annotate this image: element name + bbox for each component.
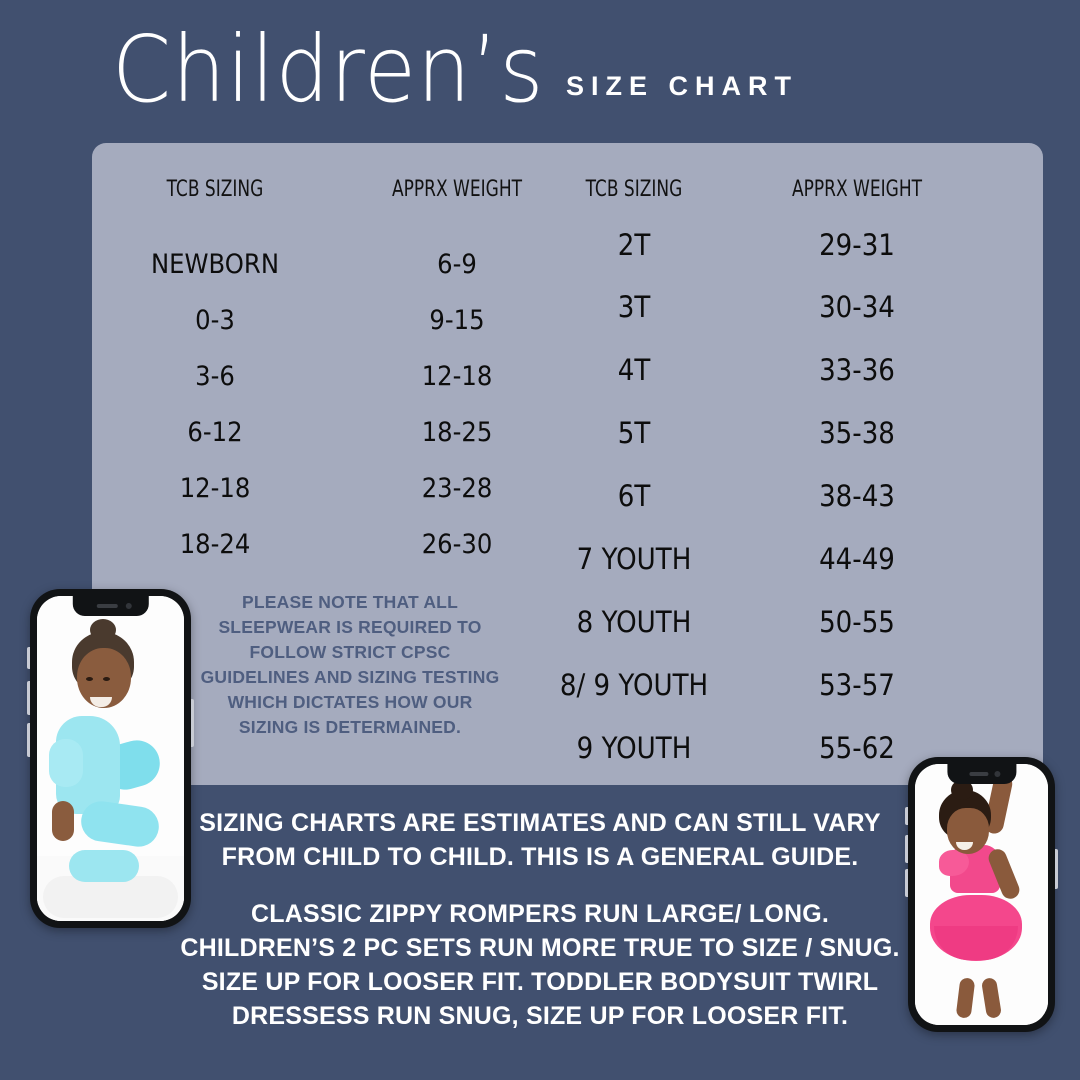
phone-notch xyxy=(946,764,1017,784)
table-row: 18-24 xyxy=(179,529,251,560)
table-row: 18-25 xyxy=(421,417,493,448)
photo-rug xyxy=(42,875,179,918)
page-subtitle: SIZE CHART xyxy=(566,71,798,101)
table-row: 38-43 xyxy=(819,479,895,513)
photo-child-leg-left xyxy=(955,977,975,1019)
phone-volume-down-button xyxy=(27,723,30,757)
phone-screen-left xyxy=(37,596,184,921)
table-row: 26-30 xyxy=(421,529,493,560)
page-title: Children’s xyxy=(112,16,545,123)
photo-dress-skirt-hem xyxy=(933,925,1018,960)
table-row: 35-38 xyxy=(819,416,895,450)
table-row: 8 YOUTH xyxy=(576,605,692,639)
table-row: 9-15 xyxy=(429,305,485,336)
photo-child-eye-right xyxy=(103,677,111,682)
size-chart-panel xyxy=(92,143,1043,785)
table-row: 6-12 xyxy=(187,417,243,448)
photo-child-leg-lower xyxy=(78,798,162,850)
table-row: 53-57 xyxy=(819,668,895,702)
table-row: 33-36 xyxy=(819,353,895,387)
table-row: 8/ 9 YOUTH xyxy=(559,668,709,702)
table-row: 4T xyxy=(617,353,651,387)
phone-mockup-right xyxy=(905,757,1058,1032)
product-photo-pink-dress xyxy=(915,764,1048,1025)
photo-child-arm xyxy=(51,800,74,841)
phone-mute-button xyxy=(27,647,30,669)
table-row: 3-6 xyxy=(195,361,235,392)
photo-child-eye-left xyxy=(85,677,93,682)
table-header-left-sizing: TCB SIZING xyxy=(166,177,264,202)
phone-power-button xyxy=(191,699,194,747)
photo-child-leg-right xyxy=(981,977,1003,1019)
table-row: 6-9 xyxy=(437,249,477,280)
phone-camera-icon xyxy=(994,771,1001,777)
phone-screen-right xyxy=(915,764,1048,1025)
table-row: 5T xyxy=(617,416,651,450)
table-row: 2T xyxy=(617,228,651,262)
table-row: 9 YOUTH xyxy=(576,731,692,765)
product-photo-aqua-pajamas xyxy=(37,596,184,921)
phone-speaker-icon xyxy=(969,772,989,776)
phone-mockup-left xyxy=(27,589,194,928)
photo-child-hair-bun xyxy=(950,779,973,800)
table-header-right-sizing: TCB SIZING xyxy=(585,177,683,202)
phone-volume-down-button xyxy=(905,869,908,897)
phone-power-button xyxy=(1055,849,1058,889)
table-row: 29-31 xyxy=(819,228,895,262)
phone-volume-up-button xyxy=(905,835,908,863)
photo-child-smile xyxy=(956,842,974,851)
table-row: 12-18 xyxy=(179,473,251,504)
phone-volume-up-button xyxy=(27,681,30,715)
disclaimer-general-guide: SIZING CHARTS ARE ESTIMATES AND CAN STIL… xyxy=(199,809,881,871)
table-row: 0-3 xyxy=(195,305,235,336)
header: Children’s SIZE CHART xyxy=(0,0,1080,143)
table-row: 50-55 xyxy=(819,605,895,639)
photo-dress-sleeve xyxy=(938,850,969,877)
table-row: 44-49 xyxy=(819,542,895,576)
photo-child-leg-foot xyxy=(69,849,140,882)
disclaimer-fit-notes: CLASSIC ZIPPY ROMPERS RUN LARGE/ LONG. C… xyxy=(180,900,900,1030)
phone-mute-button xyxy=(905,807,908,825)
table-header-left-weight: APPRX WEIGHT xyxy=(391,177,523,202)
sleepwear-note: PLEASE NOTE THAT ALL SLEEPWEAR IS REQUIR… xyxy=(200,592,500,737)
photo-child-sleeve xyxy=(48,739,83,787)
table-row: 55-62 xyxy=(819,731,895,765)
table-row: 6T xyxy=(617,479,651,513)
table-row: 30-34 xyxy=(819,290,895,324)
table-row: 7 YOUTH xyxy=(576,542,692,576)
photo-child-smile xyxy=(89,696,112,707)
table-row: 23-28 xyxy=(421,473,493,504)
table-row: 12-18 xyxy=(421,361,493,392)
table-row: NEWBORN xyxy=(151,249,279,280)
phone-speaker-icon xyxy=(96,604,119,608)
phone-notch xyxy=(72,596,149,616)
table-header-right-weight: APPRX WEIGHT xyxy=(791,177,923,202)
photo-child-hair-bun xyxy=(89,618,116,641)
table-row: 3T xyxy=(617,290,651,324)
phone-camera-icon xyxy=(125,603,132,609)
